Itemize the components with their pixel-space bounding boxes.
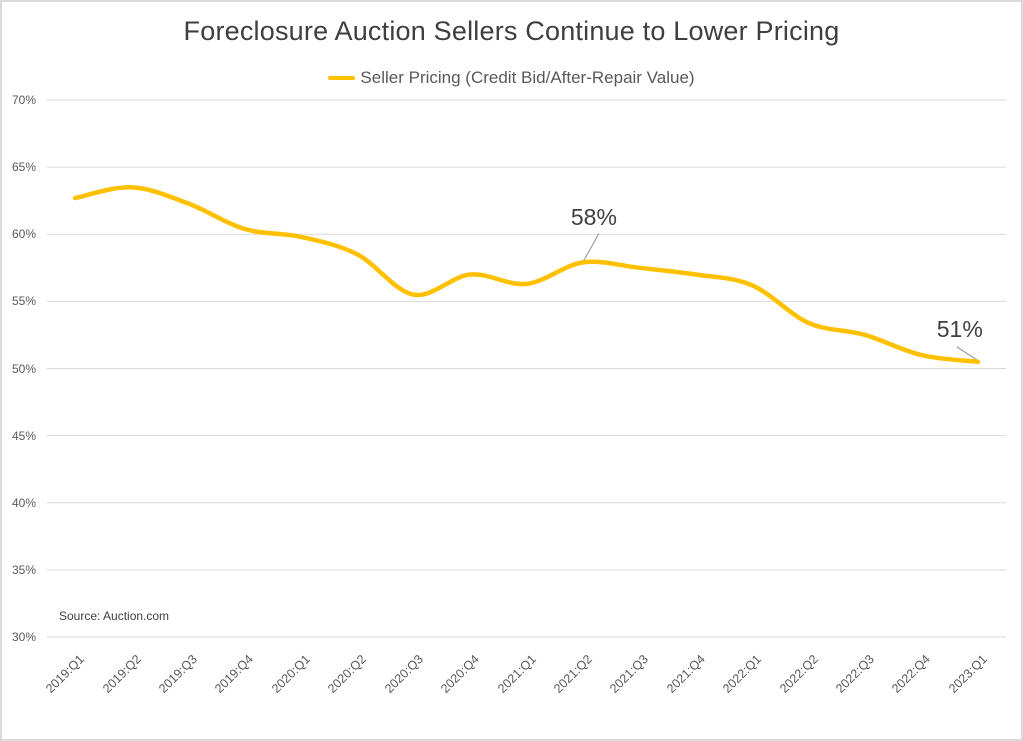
y-tick-label: 65% (11, 160, 36, 175)
y-tick-label: 30% (11, 630, 36, 644)
y-tick-label: 45% (11, 428, 36, 443)
annotation-leader-lines (583, 233, 981, 363)
leader-line (956, 346, 981, 363)
legend: Seller Pricing (Credit Bid/After-Repair … (2, 68, 1021, 88)
y-tick-label: 55% (11, 294, 36, 309)
y-tick-label: 50% (11, 361, 36, 376)
y-tick-label: 60% (11, 227, 36, 242)
gridlines (47, 99, 1006, 638)
annotation-58pct: 58% (570, 204, 617, 231)
y-tick-label: 40% (11, 495, 36, 510)
y-tick-label: 70% (11, 93, 36, 107)
chart-title: Foreclosure Auction Sellers Continue to … (183, 16, 840, 46)
seller-pricing-line (72, 185, 981, 365)
legend-line-marker (328, 76, 356, 80)
y-tick-label: 35% (11, 562, 36, 577)
legend-series-label: Seller Pricing (Credit Bid/After-Repair … (360, 68, 695, 87)
source-note: Source: Auction.com (59, 609, 170, 623)
annotation-51pct: 51% (936, 315, 983, 342)
leader-line (583, 233, 600, 261)
